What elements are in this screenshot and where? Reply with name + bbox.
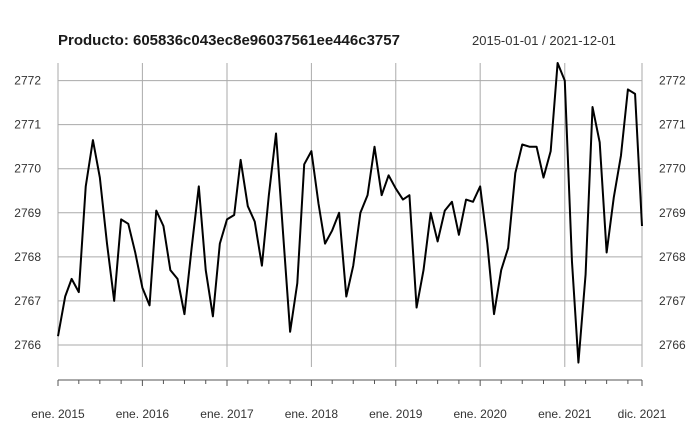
grid-lines (57, 63, 643, 367)
y-tick-label-right: 2768 (659, 250, 686, 264)
tick-labels: 2766 2766 2767 2767 2768 2768 2769 2769 2770 2770… (14, 74, 686, 421)
x-tick-label: ene. 2017 (200, 407, 254, 421)
y-tick-label-left: 2771 (14, 118, 41, 132)
x-tick-label: ene. 2015 (31, 407, 85, 421)
y-tick-label-left: 2769 (14, 206, 41, 220)
x-tick-label: ene. 2016 (116, 407, 170, 421)
y-tick-label-right: 2771 (659, 118, 686, 132)
x-tick-label: ene. 2020 (453, 407, 507, 421)
x-tick-label: ene. 2018 (285, 407, 339, 421)
x-tick-label: ene. 2021 (538, 407, 592, 421)
y-tick-label-right: 2769 (659, 206, 686, 220)
y-tick-label-left: 2770 (14, 162, 41, 176)
x-tick-label: ene. 2019 (369, 407, 423, 421)
x-tick-label: dic. 2021 (618, 407, 667, 421)
series-line (57, 62, 643, 364)
y-tick-label-left: 2768 (14, 250, 41, 264)
y-tick-label-left: 2767 (14, 294, 41, 308)
y-tick-label-right: 2767 (659, 294, 686, 308)
y-tick-label-left: 2766 (14, 338, 41, 352)
y-tick-label-right: 2772 (659, 74, 686, 88)
chart-title: Producto: 605836c043ec8e96037561ee446c37… (58, 32, 400, 49)
date-range-label: 2015-01-01 / 2021-12-01 (472, 33, 616, 48)
series-layer (57, 62, 643, 364)
y-tick-label-right: 2766 (659, 338, 686, 352)
y-tick-label-left: 2772 (14, 74, 41, 88)
y-tick-label-right: 2770 (659, 162, 686, 176)
